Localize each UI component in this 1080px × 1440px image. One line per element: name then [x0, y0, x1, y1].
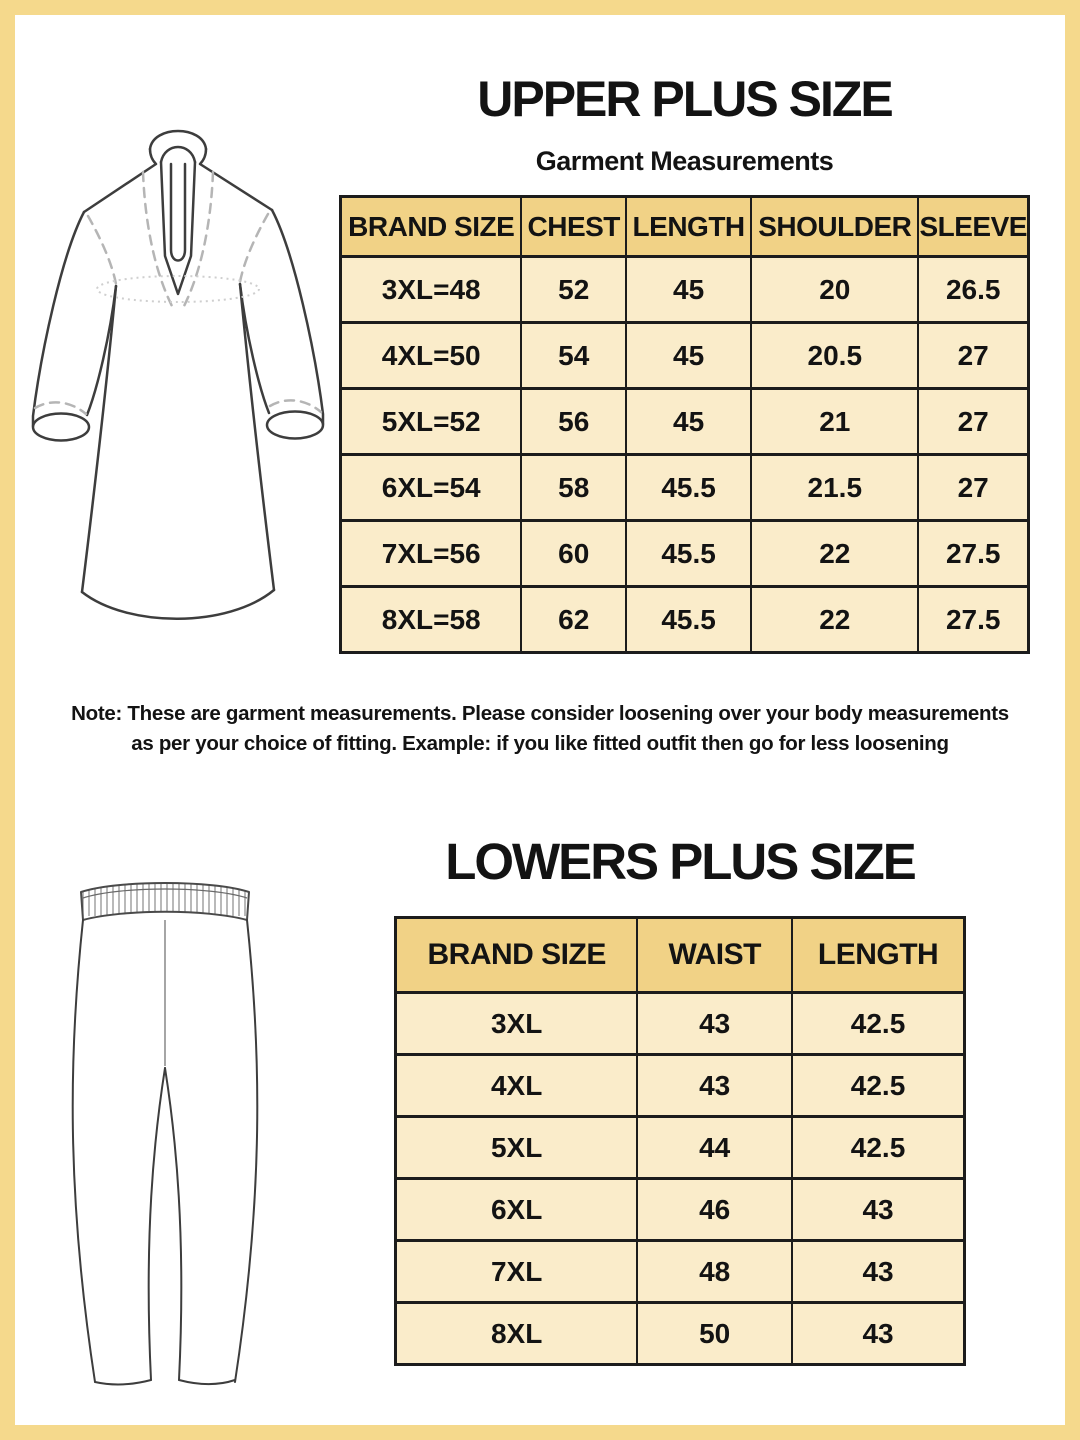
table-body: 3XL=48 52 45 20 26.5 4XL=50 54 45 20.5 27 5XL=52 56… [339, 255, 1030, 654]
table-cell: 45 [624, 387, 753, 456]
table-cell: 6XL=54 [339, 453, 523, 522]
measurement-note: Note: These are garment measurements. Pl… [30, 699, 1050, 759]
table-cell: 46 [636, 1177, 794, 1242]
table-cell: 5XL=52 [339, 387, 523, 456]
table-cell: 20.5 [750, 321, 920, 390]
column-header: SHOULDER [750, 195, 920, 258]
pants-illustration [56, 872, 274, 1398]
table-cell: 7XL=56 [339, 519, 523, 588]
column-header: WAIST [636, 916, 794, 994]
table-cell: 3XL [394, 991, 639, 1056]
table-cell: 22 [750, 585, 920, 654]
table-row: 6XL 46 43 [394, 1177, 966, 1242]
table-row: 7XL=56 60 45.5 22 27.5 [339, 519, 1030, 588]
table-cell: 27 [917, 321, 1030, 390]
column-header: CHEST [520, 195, 627, 258]
kurta-illustration [22, 116, 334, 650]
table-row: 7XL 48 43 [394, 1239, 966, 1304]
table-cell: 58 [520, 453, 627, 522]
table-body: 3XL 43 42.5 4XL 43 42.5 5XL 44 42.5 6XL 46 43 7XL 48 4… [394, 991, 966, 1366]
table-cell: 27.5 [917, 519, 1030, 588]
table-cell: 4XL [394, 1053, 639, 1118]
note-line-2: as per your choice of fitting. Example: … [131, 732, 949, 755]
table-cell: 48 [636, 1239, 794, 1304]
table-cell: 52 [520, 255, 627, 324]
kurta-line-drawing-icon [31, 129, 325, 620]
table-cell: 8XL [394, 1301, 639, 1366]
table-cell: 27.5 [917, 585, 1030, 654]
column-header: SLEEVE [917, 195, 1030, 258]
table-cell: 43 [791, 1177, 966, 1242]
table-cell: 6XL [394, 1177, 639, 1242]
table-cell: 43 [636, 1053, 794, 1118]
table-cell: 3XL=48 [339, 255, 523, 324]
table-row: 4XL=50 54 45 20.5 27 [339, 321, 1030, 390]
table-row: 8XL 50 43 [394, 1301, 966, 1366]
pants-line-drawing-icon [71, 882, 259, 1386]
upper-title: UPPER PLUS SIZE [477, 71, 894, 127]
upper-size-table: BRAND SIZE CHEST LENGTH SHOULDER SLEEVE 3XL=… [339, 195, 1030, 654]
table-cell: 20 [750, 255, 920, 324]
table-cell: 27 [917, 453, 1030, 522]
table-cell: 45.5 [624, 585, 753, 654]
table-cell: 45 [624, 321, 753, 390]
table-cell: 62 [520, 585, 627, 654]
table-cell: 4XL=50 [339, 321, 523, 390]
table-row: 8XL=58 62 45.5 22 27.5 [339, 585, 1030, 654]
table-cell: 5XL [394, 1115, 639, 1180]
table-row: 4XL 43 42.5 [394, 1053, 966, 1118]
table-cell: 42.5 [791, 1115, 966, 1180]
table-cell: 21.5 [750, 453, 920, 522]
table-cell: 7XL [394, 1239, 639, 1304]
table-cell: 43 [636, 991, 794, 1056]
table-row: 5XL=52 56 45 21 27 [339, 387, 1030, 456]
lower-title: LOWERS PLUS SIZE [445, 833, 917, 890]
table-cell: 21 [750, 387, 920, 456]
table-cell: 42.5 [791, 991, 966, 1056]
table-cell: 50 [636, 1301, 794, 1366]
table-cell: 43 [791, 1301, 966, 1366]
table-cell: 45.5 [624, 453, 753, 522]
table-cell: 54 [520, 321, 627, 390]
table-cell: 22 [750, 519, 920, 588]
table-row: 5XL 44 42.5 [394, 1115, 966, 1180]
table-cell: 8XL=58 [339, 585, 523, 654]
note-line-1: Note: These are garment measurements. Pl… [71, 702, 1009, 725]
header-row: BRAND SIZE CHEST LENGTH SHOULDER SLEEVE [339, 195, 1030, 258]
header-row: BRAND SIZE WAIST LENGTH [394, 916, 966, 994]
lower-size-table: BRAND SIZE WAIST LENGTH 3XL 43 42.5 4XL 43 42.5… [394, 916, 966, 1366]
table-cell: 44 [636, 1115, 794, 1180]
table-cell: 45.5 [624, 519, 753, 588]
table-cell: 56 [520, 387, 627, 456]
column-header: LENGTH [624, 195, 753, 258]
table-cell: 45 [624, 255, 753, 324]
column-header: BRAND SIZE [339, 195, 523, 258]
table-cell: 42.5 [791, 1053, 966, 1118]
table-cell: 26.5 [917, 255, 1030, 324]
table-cell: 43 [791, 1239, 966, 1304]
upper-subtitle: Garment Measurements [535, 146, 834, 176]
table-cell: 27 [917, 387, 1030, 456]
column-header: BRAND SIZE [394, 916, 639, 994]
table-cell: 60 [520, 519, 627, 588]
column-header: LENGTH [791, 916, 966, 994]
table-row: 3XL=48 52 45 20 26.5 [339, 255, 1030, 324]
table-row: 3XL 43 42.5 [394, 991, 966, 1056]
table-row: 6XL=54 58 45.5 21.5 27 [339, 453, 1030, 522]
